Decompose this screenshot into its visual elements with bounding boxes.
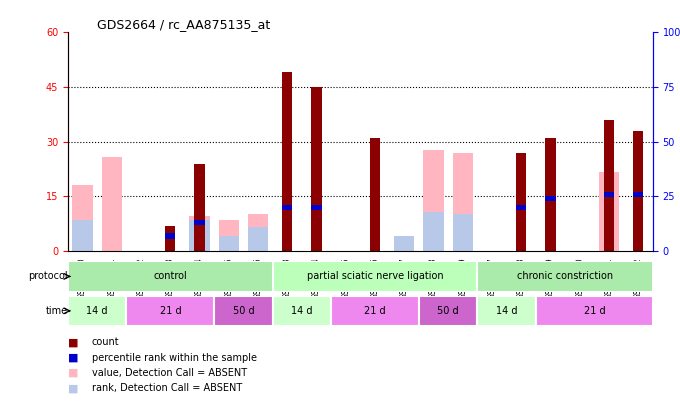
Bar [452, 214, 473, 251]
Bar [516, 205, 526, 210]
Text: time: time [46, 306, 67, 316]
Text: 50 d: 50 d [233, 306, 254, 316]
Bar [72, 220, 93, 251]
Bar [633, 131, 643, 251]
Text: ■: ■ [68, 368, 78, 378]
Bar [394, 236, 415, 251]
Bar [477, 261, 653, 292]
Text: protocol: protocol [28, 271, 67, 281]
Bar [282, 205, 292, 210]
Bar [126, 296, 214, 326]
Bar [68, 296, 126, 326]
Bar [218, 220, 239, 251]
Bar [633, 192, 643, 197]
Bar [189, 216, 210, 251]
Bar [331, 296, 419, 326]
Bar [282, 72, 292, 251]
Text: 21 d: 21 d [583, 306, 605, 316]
Text: percentile rank within the sample: percentile rank within the sample [92, 353, 257, 362]
Bar [72, 185, 93, 251]
Text: ■: ■ [68, 384, 78, 393]
Text: 14 d: 14 d [291, 306, 313, 316]
Bar [68, 261, 273, 292]
Bar [214, 296, 273, 326]
Text: 21 d: 21 d [160, 306, 181, 316]
Bar [604, 192, 614, 197]
Bar [248, 214, 269, 251]
Text: 50 d: 50 d [437, 306, 459, 316]
Text: chronic constriction: chronic constriction [517, 271, 613, 281]
Bar [248, 227, 269, 251]
Bar [394, 245, 415, 251]
Text: 21 d: 21 d [364, 306, 386, 316]
Bar [218, 236, 239, 251]
Bar [423, 212, 444, 251]
Text: ■: ■ [68, 337, 78, 347]
Text: rank, Detection Call = ABSENT: rank, Detection Call = ABSENT [92, 384, 242, 393]
Bar [311, 87, 322, 251]
Bar [370, 138, 380, 251]
Bar [536, 296, 653, 326]
Bar [189, 220, 210, 251]
Bar [165, 226, 175, 251]
Bar [194, 164, 205, 251]
Bar [165, 233, 175, 239]
Text: ■: ■ [68, 353, 78, 362]
Text: 14 d: 14 d [86, 306, 108, 316]
Bar [477, 296, 536, 326]
Text: value, Detection Call = ABSENT: value, Detection Call = ABSENT [92, 368, 247, 378]
Text: control: control [154, 271, 187, 281]
Bar [452, 153, 473, 251]
Bar [273, 261, 477, 292]
Bar [545, 138, 556, 251]
Bar [194, 220, 205, 226]
Bar [604, 120, 614, 251]
Bar [101, 157, 122, 251]
Bar [311, 205, 322, 210]
Bar [273, 296, 331, 326]
Text: 14 d: 14 d [496, 306, 517, 316]
Bar [598, 173, 619, 251]
Bar [419, 296, 477, 326]
Text: GDS2664 / rc_AA875135_at: GDS2664 / rc_AA875135_at [97, 18, 271, 31]
Bar [423, 151, 444, 251]
Bar [545, 196, 556, 201]
Bar [516, 153, 526, 251]
Text: count: count [92, 337, 120, 347]
Text: partial sciatic nerve ligation: partial sciatic nerve ligation [307, 271, 443, 281]
